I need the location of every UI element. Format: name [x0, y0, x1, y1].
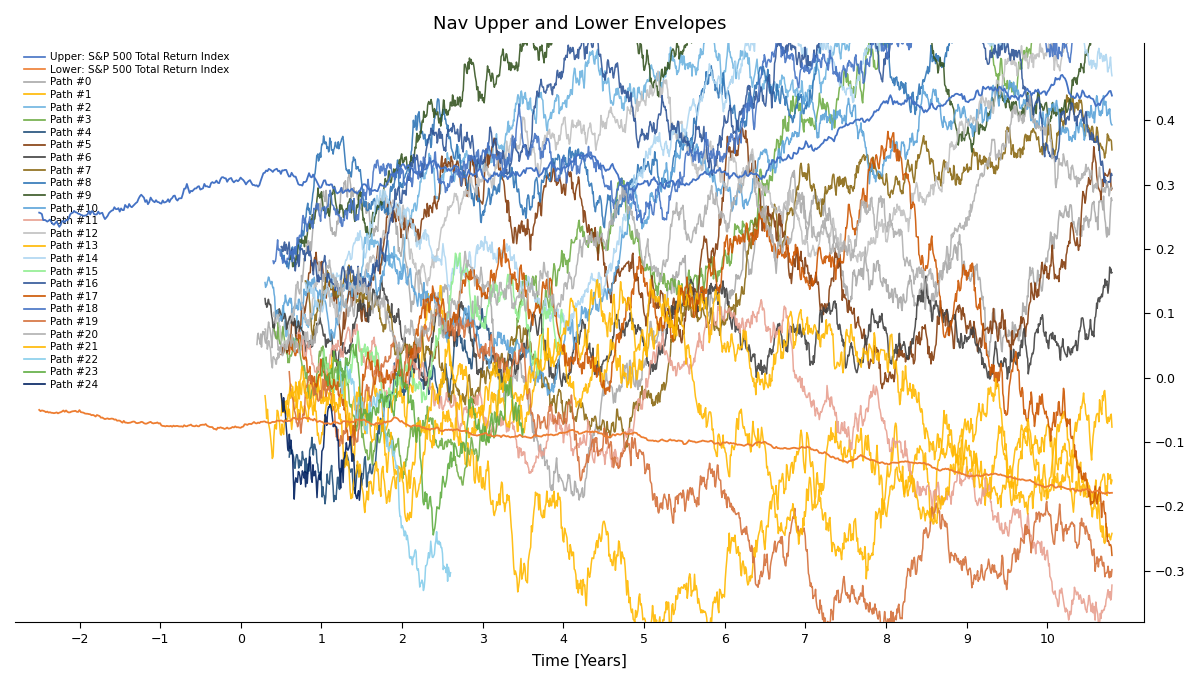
Legend: Upper: S&P 500 Total Return Index, Lower: S&P 500 Total Return Index, Path #0, P: Upper: S&P 500 Total Return Index, Lower…: [20, 48, 234, 394]
Title: Nav Upper and Lower Envelopes: Nav Upper and Lower Envelopes: [433, 15, 726, 33]
X-axis label: Time [Years]: Time [Years]: [532, 654, 628, 669]
